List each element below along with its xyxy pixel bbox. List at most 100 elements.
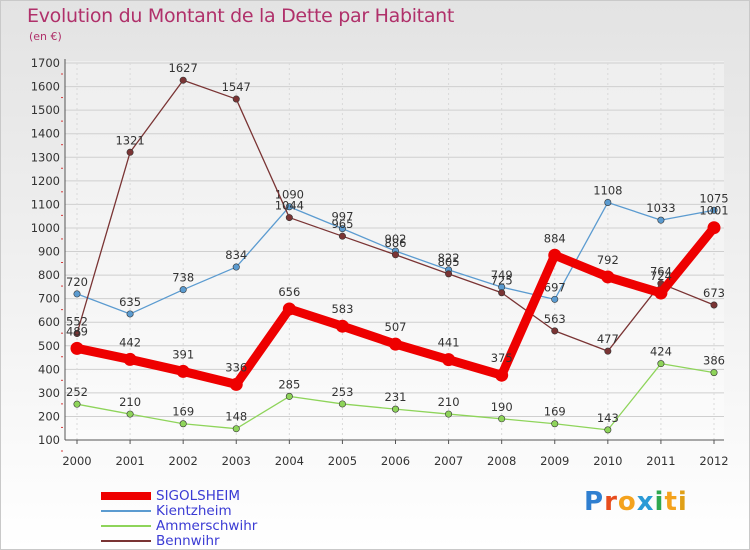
data-label: 792 bbox=[597, 253, 619, 267]
data-label: 1044 bbox=[275, 199, 304, 213]
data-point bbox=[548, 248, 562, 262]
legend-label: Bennwihr bbox=[156, 533, 220, 549]
data-label: 391 bbox=[172, 347, 194, 361]
x-tick-label: 2012 bbox=[699, 454, 728, 468]
series-sigolsheim: 489 442 391 336 656 583 507 441 375 884 792 724 1001 bbox=[66, 204, 729, 391]
y-tick-label: 1700 bbox=[31, 56, 60, 70]
legend-label: Ammerschwihr bbox=[156, 518, 258, 534]
data-label: 583 bbox=[331, 302, 353, 316]
data-point bbox=[176, 364, 190, 378]
data-label: 231 bbox=[385, 390, 407, 404]
data-point bbox=[495, 368, 509, 382]
data-point bbox=[551, 327, 559, 335]
data-label: 902 bbox=[385, 232, 407, 246]
x-tick-label: 2000 bbox=[62, 454, 91, 468]
data-label: 738 bbox=[172, 271, 194, 285]
y-tick-label: 900 bbox=[38, 245, 60, 259]
legend-swatch bbox=[101, 540, 151, 542]
data-label: 441 bbox=[438, 336, 460, 350]
data-label: 656 bbox=[278, 285, 300, 299]
data-point bbox=[707, 221, 721, 235]
data-point bbox=[442, 353, 456, 367]
series-ammerschwihr: 252 210 169 148 285 253 231 210 190 169 143 424 386 bbox=[66, 345, 725, 434]
x-tick-label: 2005 bbox=[328, 454, 357, 468]
x-tick-label: 2006 bbox=[381, 454, 410, 468]
data-point bbox=[389, 337, 402, 351]
data-point bbox=[657, 360, 665, 368]
data-label: 210 bbox=[119, 395, 141, 409]
y-tick-label: 600 bbox=[38, 315, 60, 329]
data-label: 386 bbox=[703, 354, 725, 368]
data-label: 886 bbox=[385, 236, 407, 250]
data-point bbox=[232, 95, 240, 103]
data-label: 210 bbox=[438, 395, 460, 409]
data-point bbox=[285, 392, 293, 400]
data-point bbox=[498, 289, 506, 297]
series-kientzheim: 720 635 738 834 1090 997 902 822 749 697 1108 1033 1… bbox=[66, 183, 729, 318]
x-tick-label: 2010 bbox=[593, 454, 622, 468]
x-tick-label: 2007 bbox=[434, 454, 463, 468]
y-tick-label: 1400 bbox=[31, 127, 60, 141]
data-label: 563 bbox=[544, 312, 566, 326]
logo-letter: x bbox=[636, 487, 655, 517]
data-label: 253 bbox=[331, 385, 353, 399]
legend-swatch bbox=[101, 525, 151, 527]
data-label: 764 bbox=[650, 265, 672, 279]
data-label: 285 bbox=[278, 377, 300, 391]
data-point bbox=[338, 232, 346, 240]
logo-letter: P bbox=[584, 487, 605, 517]
series-bennwihr: 552 1321 1627 1547 1044 965 886 805 725 563 477 764… bbox=[66, 61, 725, 355]
data-point bbox=[710, 301, 718, 309]
data-label: 822 bbox=[438, 251, 460, 265]
data-point bbox=[179, 286, 187, 294]
data-point bbox=[126, 148, 134, 156]
y-tick-label: 200 bbox=[38, 409, 60, 423]
logo-letter: r bbox=[604, 487, 618, 517]
data-label: 1075 bbox=[699, 191, 728, 205]
chart-title: Evolution du Montant de la Dette par Hab… bbox=[27, 5, 455, 27]
y-tick-label: 100 bbox=[38, 433, 60, 447]
data-point bbox=[73, 400, 81, 408]
data-label: 805 bbox=[438, 255, 460, 269]
data-label: 965 bbox=[331, 217, 353, 231]
y-tick-label: 700 bbox=[38, 292, 60, 306]
logo-letter: i bbox=[654, 487, 665, 517]
x-tick-label: 2004 bbox=[275, 454, 304, 468]
data-label: 1547 bbox=[222, 80, 251, 94]
x-tick-label: 2003 bbox=[222, 454, 251, 468]
data-point bbox=[445, 270, 453, 278]
logo-letter: o bbox=[617, 487, 637, 517]
data-point bbox=[123, 352, 137, 366]
y-tick-label: 1300 bbox=[31, 150, 60, 164]
data-label: 169 bbox=[172, 405, 194, 419]
chart-subtitle: (en €) bbox=[29, 30, 62, 43]
data-label: 252 bbox=[66, 385, 88, 399]
data-label: 749 bbox=[491, 268, 513, 282]
legend-swatch bbox=[101, 492, 151, 500]
data-label: 725 bbox=[491, 274, 513, 288]
data-point bbox=[391, 251, 399, 259]
data-point bbox=[498, 415, 506, 423]
data-point bbox=[551, 420, 559, 428]
data-point bbox=[179, 76, 187, 84]
data-point bbox=[335, 319, 349, 333]
data-label: 375 bbox=[491, 351, 513, 365]
data-label: 720 bbox=[66, 275, 88, 289]
data-label: 635 bbox=[119, 295, 141, 309]
data-label: 190 bbox=[491, 400, 513, 414]
data-point bbox=[70, 341, 84, 355]
data-point bbox=[710, 369, 718, 377]
x-tick-label: 2001 bbox=[115, 454, 144, 468]
data-label: 1108 bbox=[593, 183, 622, 197]
data-label: 552 bbox=[66, 314, 88, 328]
proxiti-logo: Proxiti bbox=[584, 487, 688, 517]
y-tick-label: 1100 bbox=[31, 197, 60, 211]
data-point bbox=[282, 302, 296, 316]
legend-label: Kientzheim bbox=[156, 503, 232, 519]
logo-letter: i bbox=[677, 487, 688, 517]
data-label: 477 bbox=[597, 332, 619, 346]
data-point bbox=[229, 377, 243, 391]
data-point bbox=[232, 263, 240, 271]
